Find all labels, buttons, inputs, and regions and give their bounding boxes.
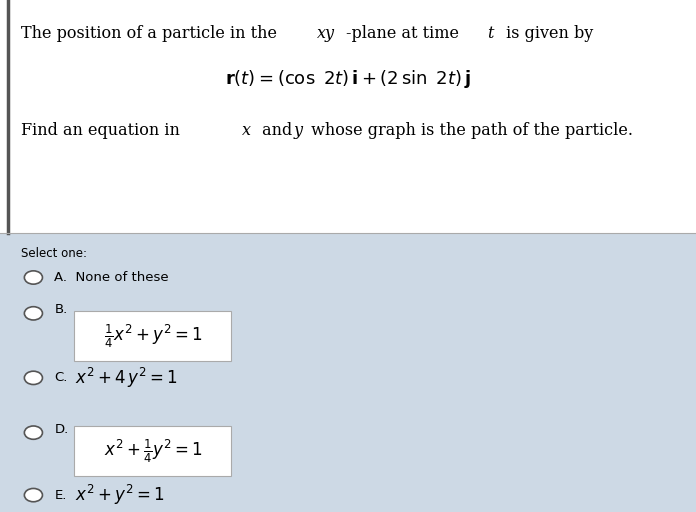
Text: -plane at time: -plane at time [346,25,464,42]
Text: t: t [487,25,493,42]
FancyBboxPatch shape [0,0,696,233]
Text: Select one:: Select one: [21,247,87,260]
Circle shape [24,488,42,502]
FancyBboxPatch shape [74,426,231,476]
Text: B.: B. [54,303,68,316]
Text: The position of a particle in the: The position of a particle in the [21,25,282,42]
Text: $\frac{1}{4}x^2 + y^2 = 1$: $\frac{1}{4}x^2 + y^2 = 1$ [104,322,203,350]
Text: and: and [257,122,297,139]
Text: A.  None of these: A. None of these [54,271,169,284]
Text: D.: D. [54,422,68,436]
Text: is given by: is given by [501,25,594,42]
Text: y: y [294,122,303,139]
Circle shape [24,426,42,439]
Text: Find an equation in: Find an equation in [21,122,185,139]
Text: $\mathbf{r}(t) = (\cos\ 2t)\,\mathbf{i} + (2\,\sin\ 2t)\,\mathbf{j}$: $\mathbf{r}(t) = (\cos\ 2t)\,\mathbf{i} … [225,69,471,90]
Circle shape [24,271,42,284]
Text: $x^2 + \frac{1}{4}y^2 = 1$: $x^2 + \frac{1}{4}y^2 = 1$ [104,437,203,465]
Text: C.: C. [54,371,68,385]
Circle shape [24,307,42,320]
Text: whose graph is the path of the particle.: whose graph is the path of the particle. [306,122,633,139]
Text: xy: xy [317,25,335,42]
Text: $x^2 + y^2 = 1$: $x^2 + y^2 = 1$ [75,483,165,507]
Text: $x^2 + 4\,y^2 = 1$: $x^2 + 4\,y^2 = 1$ [75,366,178,390]
Text: E.: E. [54,488,67,502]
FancyBboxPatch shape [74,311,231,361]
Text: x: x [242,122,251,139]
Circle shape [24,371,42,385]
